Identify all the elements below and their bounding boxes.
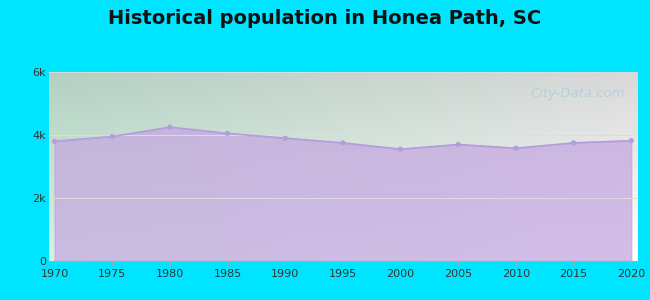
Point xyxy=(511,146,521,151)
Point xyxy=(49,139,60,144)
Point xyxy=(568,140,578,145)
Point xyxy=(338,140,348,145)
Point xyxy=(222,131,233,136)
Point xyxy=(107,134,118,139)
Text: City-Data.com: City-Data.com xyxy=(531,87,625,100)
Point xyxy=(453,142,463,147)
Point xyxy=(395,147,406,152)
Point xyxy=(164,125,175,130)
Point xyxy=(626,138,636,143)
Text: Historical population in Honea Path, SC: Historical population in Honea Path, SC xyxy=(109,9,541,28)
Point xyxy=(280,136,291,140)
